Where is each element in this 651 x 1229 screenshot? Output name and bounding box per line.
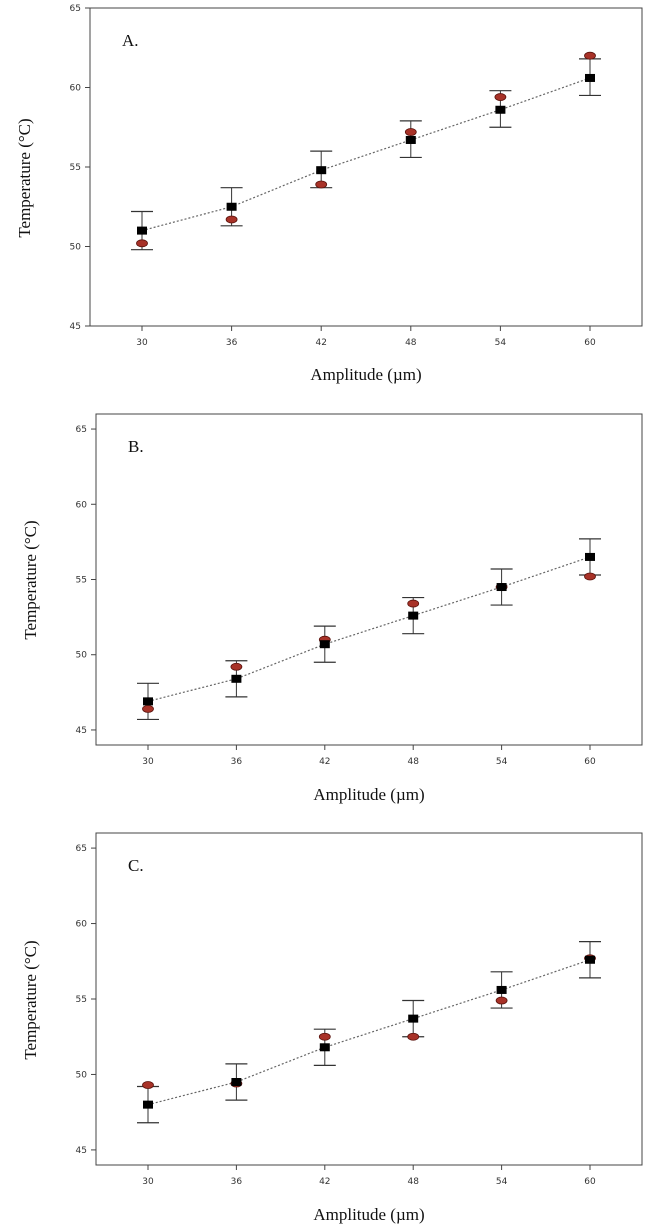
panel-c-predicted-point-3 [408,1014,419,1023]
panel-b-y-tick-label-0: 45 [76,726,87,736]
panel-b-predicted-point-0 [143,697,153,706]
panel-c: 45 50 55 60 65 30 36 42 48 54 60 Amplitude (µm) Temp… [21,832,643,1224]
panel-c-trend-line [147,959,591,1106]
panel-b-predicted-point-1 [231,674,242,683]
panel-b-label: B. [128,437,144,456]
panel-c-predicted-point-0 [143,1100,153,1109]
panel-a-trend-line [141,77,591,232]
panel-a-x-tick-label-1: 36 [226,338,238,348]
panel-b-predicted-point-3 [408,611,419,620]
panel-b-y-tick-label-4: 65 [76,425,87,435]
panel-c-x-tick-label-2: 42 [319,1177,330,1187]
panel-c-predicted-point-5 [585,955,595,964]
panel-c-frame [95,832,643,1166]
panel-c-predicted-point-1 [231,1078,242,1086]
panel-c-actual-point-0 [142,1081,154,1089]
panel-a-y-tick-label-3: 60 [70,84,82,94]
panel-c-actual-point-2 [318,1032,331,1041]
panel-a-x-tick-label-5: 60 [584,338,596,348]
panel-b-x-tick-label-0: 30 [142,757,154,767]
panel-a-frame [89,7,643,327]
panel-b-actual-point-5 [584,572,596,581]
panel-a-predicted-point-5 [585,73,595,82]
panel-a-y-tick-label-1: 50 [70,243,82,253]
panel-b-predicted-point-4 [496,583,507,592]
panel-a-predicted-point-2 [316,166,327,175]
panel-a-y-tick-label-2: 55 [70,163,81,173]
panel-c-y-tick-label-4: 65 [76,844,87,854]
panel-b-actual-point-1 [230,662,243,671]
panel-a-predicted-point-1 [226,202,237,211]
panel-a-actual-point-5 [584,51,596,60]
panel-a-x-tick-label-0: 30 [136,338,148,348]
panel-a-actual-point-0 [136,239,148,248]
panel-c-actual-point-3 [407,1032,420,1041]
panel-a-x-tick-label-4: 54 [495,338,507,348]
panel-a-actual-point-3 [404,128,417,136]
panel-a: 45 50 55 60 65 30 36 42 48 54 60 Amplitude (µm) Temp… [15,4,643,384]
panel-b: 45 50 55 60 65 30 36 42 48 54 60 Amplitude (µm) Temp… [21,413,643,804]
panel-c-label: C. [128,856,144,875]
panel-b-y-tick-label-2: 55 [76,576,87,586]
panel-c-predicted-point-4 [496,985,507,994]
panel-b-predicted-point-5 [585,552,595,561]
panel-c-y-tick-label-0: 45 [76,1146,87,1156]
panel-a-y-tick-label-0: 45 [70,322,81,332]
panel-b-y-axis-title: Temperature (°C) [21,520,40,639]
panel-a-predicted-point-0 [137,226,147,235]
panel-b-trend-line [147,556,591,702]
panel-b-y-tick-label-3: 60 [76,500,88,510]
panel-c-x-tick-label-3: 48 [407,1177,419,1187]
panel-c-x-axis-title: Amplitude (µm) [313,1205,424,1224]
panel-b-x-tick-label-2: 42 [319,757,330,767]
panel-a-x-tick-label-3: 48 [405,338,417,348]
panel-a-y-axis-title: Temperature (°C) [15,118,34,237]
panel-c-y-axis-title: Temperature (°C) [21,940,40,1059]
panel-c-y-tick-label-1: 50 [76,1070,88,1080]
panel-c-y-tick-label-2: 55 [76,995,87,1005]
panel-a-actual-point-1 [225,215,238,224]
panel-b-x-tick-label-1: 36 [231,757,243,767]
panel-b-x-axis-title: Amplitude (µm) [313,785,424,804]
panel-a-label: A. [122,31,139,50]
panel-a-x-tick-label-2: 42 [315,338,326,348]
panel-c-actual-point-4 [495,996,508,1005]
panel-b-predicted-point-2 [319,640,330,649]
panel-c-x-tick-label-4: 54 [496,1177,508,1187]
panel-b-x-tick-label-4: 54 [496,757,508,767]
panel-c-x-tick-label-1: 36 [231,1177,243,1187]
panel-a-predicted-point-3 [405,135,416,144]
panel-a-predicted-point-4 [495,105,506,114]
panel-c-x-tick-label-0: 30 [142,1177,154,1187]
panel-b-y-tick-label-1: 50 [76,651,88,661]
panel-a-actual-point-2 [315,180,328,189]
panel-b-x-tick-label-3: 48 [407,757,419,767]
panel-b-frame [95,413,643,746]
panel-a-y-tick-label-4: 65 [70,4,81,14]
panel-c-predicted-point-2 [319,1043,330,1052]
panel-c-y-tick-label-3: 60 [76,920,88,930]
panel-b-actual-point-0 [142,704,154,713]
panel-b-x-tick-label-5: 60 [584,757,596,767]
panel-b-actual-point-3 [407,599,420,608]
panel-a-x-axis-title: Amplitude (µm) [310,365,421,384]
panel-a-actual-point-4 [494,93,507,101]
panel-c-x-tick-label-5: 60 [584,1177,596,1187]
